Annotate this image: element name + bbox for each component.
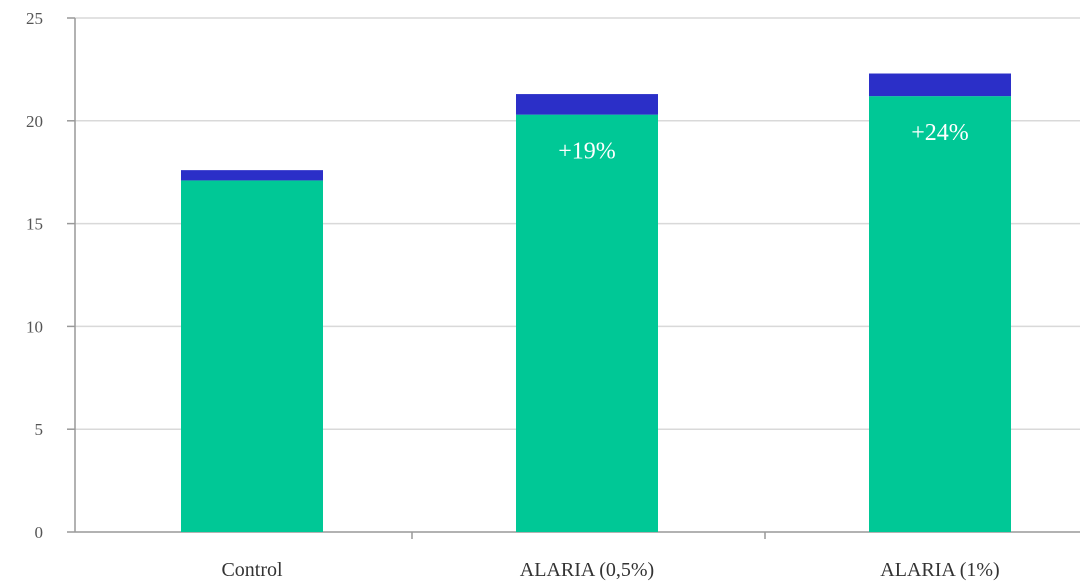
y-tick-label: 10 bbox=[26, 317, 43, 336]
y-tick-label: 15 bbox=[26, 215, 43, 234]
x-category-label: Control bbox=[221, 559, 283, 581]
bars bbox=[181, 73, 1011, 533]
x-category-label: ALARIA (0,5%) bbox=[520, 559, 654, 581]
x-category-label: ALARIA (1%) bbox=[880, 559, 999, 581]
bar-segment-2 bbox=[181, 170, 323, 181]
data-label: +19% bbox=[558, 139, 616, 165]
labels: 0 5 10 15 20 25 Control ALARIA (0,5%) +19% ALARIA… bbox=[26, 9, 1000, 581]
bar-segment-1 bbox=[516, 114, 658, 533]
data-label: +24% bbox=[911, 120, 969, 146]
bar-segment-2 bbox=[516, 94, 658, 115]
y-tick-label: 20 bbox=[26, 112, 43, 131]
y-tick-label: 0 bbox=[35, 523, 44, 542]
bar-segment-1 bbox=[181, 180, 323, 532]
bar-segment-1 bbox=[869, 96, 1011, 533]
y-tick-label: 5 bbox=[35, 420, 44, 439]
y-tick-label: 25 bbox=[26, 9, 43, 28]
bar-segment-2 bbox=[869, 73, 1011, 97]
